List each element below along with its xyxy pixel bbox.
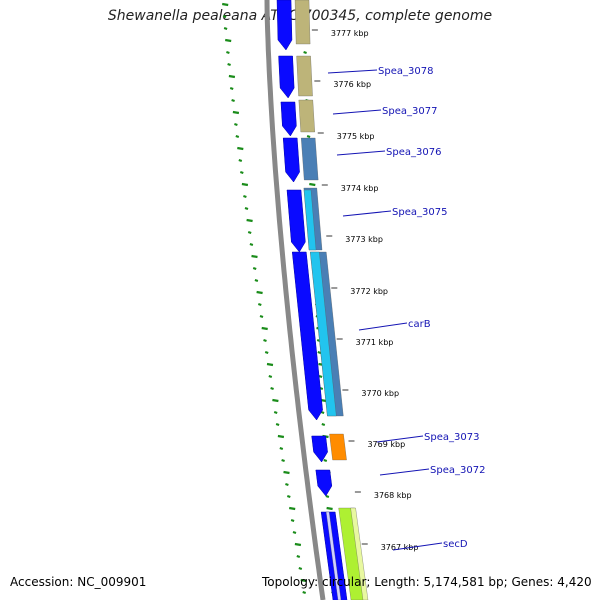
topology-text: Topology: circular; Length: 5,174,581 bp… (262, 575, 592, 589)
gc-skew-curve-dash (293, 532, 296, 533)
tick-label: 3769 kbp (367, 440, 405, 449)
tick-label: 3775 kbp (337, 132, 375, 141)
gc-skew-curve-dash (228, 64, 231, 65)
cds-arrow-spea-3073 (312, 436, 328, 462)
gc-skew-curve-dash (243, 196, 246, 197)
cds-arrow-spea-3072 (316, 470, 332, 496)
gc-skew-curve-dash (226, 52, 229, 53)
gc-content-curve-dash (322, 424, 325, 425)
gc-content-curve-dash (319, 376, 322, 377)
gc-skew-curve-dash (237, 148, 243, 149)
annotation-block-spea-3077 (299, 100, 315, 132)
cds-arrow-spea-3078 (279, 56, 295, 98)
gc-skew-curve-dash (278, 436, 284, 437)
gc-skew-curve-dash (223, 16, 226, 17)
annotation-block-spea-3079 (295, 0, 310, 44)
annotation-block-spea-3076 (301, 138, 318, 180)
gc-skew-curve-dash (274, 412, 277, 413)
gene-leader-line (380, 469, 429, 475)
annotation-block-spea-3078 (297, 56, 313, 96)
gc-skew-curve-dash (280, 448, 283, 449)
gene-label: Spea_3075 (392, 207, 447, 218)
gc-skew-curve-dash (297, 556, 300, 557)
gene-leader-line (359, 323, 407, 330)
gc-content-curve-dash (324, 460, 327, 461)
gc-content-curve-dash (304, 52, 307, 53)
gc-skew-curve-dash (224, 28, 227, 29)
tick-label: 3771 kbp (356, 338, 394, 347)
gc-skew-curve-dash (291, 520, 294, 521)
gc-skew-curve-dash (239, 160, 242, 161)
gc-skew-curve-dash (276, 424, 279, 425)
gc-skew-curve-dash (258, 304, 261, 305)
accession-text: Accession: NC_009901 (10, 575, 146, 589)
gene-leader-line (328, 70, 377, 73)
tick-label: 3773 kbp (345, 235, 383, 244)
cds-arrow-spea-3077 (281, 102, 296, 136)
gc-skew-curve-dash (250, 244, 253, 245)
gc-skew-curve-dash (262, 328, 268, 329)
tick-label: 3768 kbp (374, 491, 412, 500)
gene-label: Spea_3076 (386, 147, 441, 158)
gc-skew-curve-dash (260, 316, 263, 317)
gc-skew-curve-dash (282, 460, 285, 461)
gene-label: Spea_3077 (382, 106, 437, 117)
cds-layer (277, 0, 368, 600)
gc-content-curve-dash (307, 136, 310, 137)
gc-skew-curve-dash (222, 4, 228, 5)
gc-skew-curve-dash (255, 280, 258, 281)
tick-label: 3774 kbp (341, 184, 379, 193)
tick-label: 3776 kbp (333, 80, 371, 89)
gene-label: carB (408, 319, 431, 330)
cds-arrow-spea-3076 (283, 138, 299, 182)
gc-skew-curve-dash (230, 88, 233, 89)
gc-skew-curve-dash (245, 208, 248, 209)
gc-skew-curve-dash (271, 388, 274, 389)
annotation-block-spea-3073 (329, 434, 346, 460)
gc-skew-curve-dash (295, 544, 301, 545)
gene-label: secD (443, 539, 468, 550)
gc-skew-curve-dash (287, 496, 290, 497)
gene-leader-line (333, 110, 381, 114)
gc-skew-curve-dash (257, 292, 263, 293)
gc-skew-curve-dash (229, 76, 235, 77)
gc-skew-curve-dash (252, 256, 258, 257)
gc-skew-curve-dash (233, 112, 239, 113)
gc-skew-curve-dash (285, 484, 288, 485)
cds-arrow-spea-3075 (287, 190, 305, 252)
gc-content-curve-dash (326, 496, 329, 497)
tick-label: 3772 kbp (350, 287, 388, 296)
tick-label: 3770 kbp (361, 389, 399, 398)
gc-skew-curve-dash (264, 340, 267, 341)
gc-skew-curve-dash (269, 376, 272, 377)
gc-content-curve-dash (318, 352, 321, 353)
gc-skew-curve-dash (289, 508, 295, 509)
gc-skew-curve-dash (247, 220, 253, 221)
gc-skew-curve-dash (225, 40, 231, 41)
gc-content-curve-dash (327, 508, 333, 509)
gene-leader-line (343, 211, 391, 216)
gene-leader-line (337, 151, 385, 155)
cds-arrow-spea-3079 (277, 0, 292, 50)
gc-skew-curve-dash (242, 184, 248, 185)
gc-skew-curve-dash (240, 172, 243, 173)
gc-skew-curve-dash (267, 364, 273, 365)
gc-skew-curve-dash (299, 568, 302, 569)
tick-label: 3777 kbp (331, 29, 369, 38)
gc-skew-curve-dash (253, 268, 256, 269)
gc-skew-curve-dash (248, 232, 251, 233)
gc-skew-curve-dash (272, 400, 278, 401)
gc-skew-curve-dash (265, 352, 268, 353)
gc-skew-curve-dash (284, 472, 290, 473)
gene-label: Spea_3073 (424, 432, 479, 443)
gc-skew-curve-dash (303, 592, 306, 593)
gc-content-curve-dash (309, 184, 315, 185)
gene-label: Spea_3078 (378, 66, 433, 77)
gc-skew-curve-dash (234, 124, 237, 125)
gc-skew-curve-dash (232, 100, 235, 101)
gene-label: Spea_3072 (430, 465, 485, 476)
gc-skew-curve-dash (236, 136, 239, 137)
